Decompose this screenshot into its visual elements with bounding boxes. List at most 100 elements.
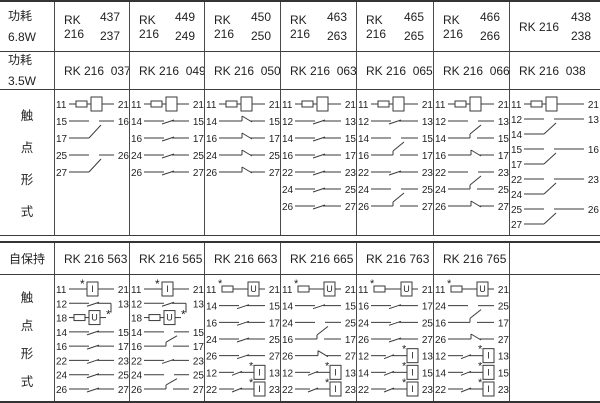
svg-text:12: 12 [206,368,218,379]
svg-text:14: 14 [282,134,294,145]
svg-text:22: 22 [511,175,523,186]
svg-text:13: 13 [498,117,509,128]
svg-text:I: I [258,384,261,394]
svg-text:22: 22 [358,168,370,179]
model-top: 465 [403,9,424,24]
contact-diagram-563: 11 21 * I 12 13 18 U * 14 15 16 17 22 23 24 25 26 27 [55,275,130,401]
svg-text:21: 21 [422,285,433,296]
model-prefix: RK 216 [64,12,85,41]
svg-text:22: 22 [435,385,447,396]
power-label-line2: 3.5W [8,73,37,88]
svg-text:17: 17 [118,342,129,353]
power-label-line1: 功耗 [8,53,33,68]
svg-text:24: 24 [282,185,294,196]
svg-text:27: 27 [498,335,509,346]
svg-text:14: 14 [435,368,447,379]
svg-text:11: 11 [435,285,446,296]
svg-text:16: 16 [56,342,68,353]
model-top: 437 [99,9,120,24]
empty-cell [510,275,600,401]
model-cell-35w-4: RK 216 063 [281,52,357,90]
svg-text:11: 11 [282,285,293,296]
svg-text:U: U [403,284,410,294]
svg-text:13: 13 [422,352,433,363]
model-cell-35w-1: RK 216 037 [55,52,130,90]
svg-text:24: 24 [56,371,68,382]
model-cell-latch-4: RK 216 665 [281,243,357,275]
svg-text:I: I [166,284,169,294]
model-cell-68w-3: RK 216 450 250 [205,2,281,52]
svg-text:27: 27 [269,168,280,179]
svg-text:21: 21 [269,285,280,296]
svg-text:16: 16 [118,117,129,128]
power-35w-label: 功耗 3.5W [0,52,55,90]
svg-text:21: 21 [498,100,509,111]
svg-text:11: 11 [358,285,369,296]
svg-text:*: * [249,377,254,389]
model-cell-latch-6: RK 216 765 [434,243,510,275]
model-top: 438 [570,9,591,24]
svg-text:21: 21 [422,100,433,111]
svg-text:*: * [478,377,483,389]
model-cell-68w-1: RK 216 437 237 [55,2,130,52]
svg-text:25: 25 [56,151,68,162]
contact-diagram-438: 11 21 12 13 14 15 16 17 22 23 24 25 26 27 [510,90,600,235]
svg-text:17: 17 [269,134,280,145]
svg-text:17: 17 [345,151,356,162]
svg-text:U: U [166,313,173,323]
model-cell-68w-2: RK 216 449 249 [130,2,205,52]
svg-text:I: I [334,367,337,377]
svg-text:22: 22 [435,168,447,179]
model-top: 450 [250,9,271,24]
svg-text:23: 23 [422,168,433,179]
svg-text:24: 24 [282,318,294,329]
svg-text:25: 25 [422,318,433,329]
svg-text:16: 16 [435,151,447,162]
contact-diagram-449: 11 21 14 15 16 17 24 25 26 27 [130,90,205,235]
svg-text:21: 21 [345,285,356,296]
svg-text:U: U [479,284,486,294]
model-cell-35w-5: RK 216 065 [357,52,434,90]
model-cell-latch-7 [510,243,600,275]
svg-text:17: 17 [498,318,509,329]
svg-text:15: 15 [56,117,68,128]
svg-text:14: 14 [206,302,218,313]
svg-text:27: 27 [422,202,433,213]
svg-text:25: 25 [511,205,523,216]
model-cell-35w-6: RK 216 066 [434,52,510,90]
svg-text:11: 11 [206,100,217,111]
svg-text:12: 12 [435,352,447,363]
model-bottom: 263 [326,28,347,43]
svg-text:23: 23 [345,385,356,396]
svg-text:21: 21 [498,285,509,296]
svg-text:*: * [80,277,85,291]
svg-text:11: 11 [131,285,142,296]
section-divider [0,235,600,241]
svg-text:26: 26 [131,168,143,179]
contact-diagram-665: 11 21 * U 14 15 24 25 16 17 26 27 12 13 * I 22 23 * I [281,275,357,401]
svg-text:12: 12 [282,117,294,128]
svg-text:13: 13 [345,368,356,379]
svg-text:25: 25 [193,151,204,162]
svg-text:26: 26 [358,335,370,346]
svg-text:26: 26 [588,205,599,216]
svg-text:25: 25 [118,371,129,382]
svg-text:17: 17 [269,318,280,329]
svg-text:16: 16 [131,342,143,353]
svg-text:14: 14 [131,328,143,339]
svg-text:17: 17 [422,302,433,313]
latch-section: 自保持 RK 216 563 RK 216 565 RK 216 663 RK … [0,241,600,401]
svg-text:24: 24 [435,185,447,196]
svg-text:14: 14 [206,117,218,128]
svg-text:23: 23 [498,385,509,396]
svg-text:14: 14 [282,302,294,313]
contact-diagram-437: 11 21 15 16 17 25 26 27 [55,90,130,235]
svg-text:*: * [478,360,483,372]
svg-text:18: 18 [56,314,68,325]
model-bottom: 249 [174,28,195,43]
svg-text:11: 11 [435,100,446,111]
svg-text:15: 15 [422,134,433,145]
svg-text:24: 24 [358,185,370,196]
contact-diagram-663: 11 21 * U 14 15 16 17 24 25 26 27 12 13 * I 22 23 * I [205,275,281,401]
